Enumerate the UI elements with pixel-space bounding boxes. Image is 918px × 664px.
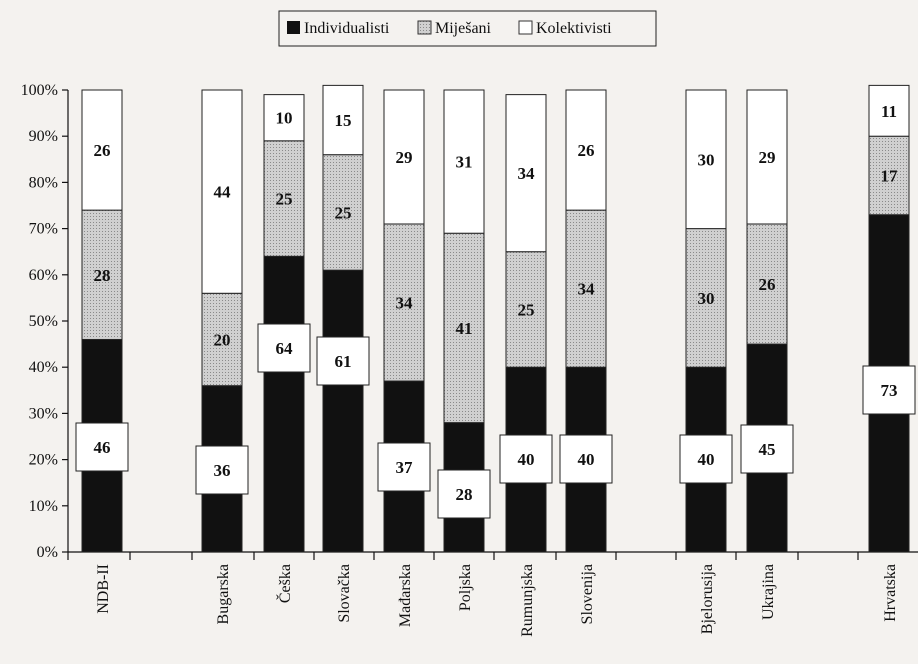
bar-segment-mijesani bbox=[505, 251, 547, 368]
legend-swatch-mijesani bbox=[417, 20, 432, 35]
x-category-label: Hrvatska bbox=[882, 564, 899, 622]
value-label-individualisti: 40 bbox=[518, 450, 535, 469]
value-label-kolektivisti: 11 bbox=[881, 102, 897, 121]
value-label-kolektivisti: 26 bbox=[94, 141, 111, 160]
value-label-box bbox=[75, 422, 129, 472]
value-label-box bbox=[316, 336, 370, 386]
bar-segment-mijesani bbox=[81, 209, 123, 340]
bar-segment-mijesani bbox=[201, 292, 243, 387]
value-label-box bbox=[257, 323, 311, 373]
value-label-box bbox=[195, 445, 249, 495]
bar-segment-individualisti bbox=[322, 269, 364, 553]
value-label-mijesani: 26 bbox=[759, 275, 776, 294]
legend: Individualisti Miješani Kolektivisti bbox=[278, 10, 657, 47]
value-label-mijesani: 25 bbox=[276, 190, 293, 209]
value-label-mijesani: 41 bbox=[456, 319, 473, 338]
value-label-individualisti: 64 bbox=[276, 339, 294, 358]
y-tick-label: 20% bbox=[29, 452, 58, 469]
x-category-label: Ukrajina bbox=[760, 564, 777, 620]
value-label-box bbox=[499, 434, 553, 484]
y-tick-label: 100% bbox=[21, 82, 58, 99]
value-label-individualisti: 28 bbox=[456, 485, 473, 504]
bar-segment-kolektivisti bbox=[565, 89, 607, 211]
y-tick-label: 50% bbox=[29, 313, 58, 330]
value-label-box bbox=[559, 434, 613, 484]
x-category-label: Bjelorusija bbox=[699, 564, 716, 634]
value-label-kolektivisti: 30 bbox=[698, 150, 715, 169]
x-axis: NDB-II Bugarska Češka Slovačka Mađarska Poljs… bbox=[67, 551, 918, 637]
value-label-box bbox=[862, 365, 916, 415]
y-tick-label: 90% bbox=[29, 128, 58, 145]
y-axis: 0% 10% 20% 30% 40% 50% 60% 70% 80% 90% 100% bbox=[21, 82, 69, 561]
bar-segment-kolektivisti bbox=[868, 84, 910, 137]
y-tick-label: 60% bbox=[29, 267, 58, 284]
value-label-box bbox=[679, 434, 733, 484]
value-label-kolektivisti: 44 bbox=[214, 183, 232, 202]
x-category-label: NDB-II bbox=[95, 564, 112, 614]
value-label-kolektivisti: 15 bbox=[335, 111, 352, 130]
y-tick-label: 0% bbox=[37, 544, 58, 561]
x-category-label: Poljska bbox=[457, 564, 474, 611]
bar-segment-mijesani bbox=[565, 209, 607, 368]
bar-segment-kolektivisti bbox=[81, 89, 123, 211]
value-label-individualisti: 36 bbox=[214, 461, 231, 480]
value-label-kolektivisti: 34 bbox=[518, 164, 536, 183]
bar-segment-kolektivisti bbox=[383, 89, 425, 225]
legend-label-mijesani: Miješani bbox=[435, 20, 492, 37]
value-label-kolektivisti: 26 bbox=[578, 141, 595, 160]
bar-segment-kolektivisti bbox=[685, 89, 727, 230]
value-label-individualisti: 37 bbox=[396, 458, 414, 477]
value-label-individualisti: 46 bbox=[94, 438, 111, 457]
bar-segment-kolektivisti bbox=[746, 89, 788, 225]
bar-segment-kolektivisti bbox=[322, 84, 364, 156]
value-label-individualisti: 73 bbox=[881, 381, 898, 400]
bar-segment-mijesani bbox=[322, 154, 364, 271]
value-label-mijesani: 28 bbox=[94, 266, 111, 285]
y-tick-label: 30% bbox=[29, 405, 58, 422]
value-label-box bbox=[740, 424, 794, 474]
value-labels: 46 28 26 36 20 44 64 25 10 61 25 15 37 34 29 28 41 31 40 25… bbox=[75, 102, 916, 519]
value-label-individualisti: 40 bbox=[698, 450, 715, 469]
value-label-mijesani: 17 bbox=[881, 166, 899, 185]
x-category-label: Slovenija bbox=[579, 564, 596, 624]
value-label-individualisti: 61 bbox=[335, 352, 352, 371]
y-tick-label: 40% bbox=[29, 359, 58, 376]
legend-swatch-kolektivisti bbox=[518, 20, 533, 35]
y-tick-label: 70% bbox=[29, 221, 58, 238]
value-label-box bbox=[437, 469, 491, 519]
value-label-kolektivisti: 10 bbox=[276, 109, 293, 128]
value-label-mijesani: 30 bbox=[698, 289, 715, 308]
bar-segment-kolektivisti bbox=[201, 89, 243, 294]
value-label-box bbox=[377, 442, 431, 492]
bar-segment-individualisti bbox=[263, 255, 305, 553]
bar-segment-mijesani bbox=[868, 135, 910, 216]
value-label-mijesani: 25 bbox=[335, 203, 352, 222]
value-label-individualisti: 45 bbox=[759, 440, 776, 459]
bar-segment-mijesani bbox=[383, 223, 425, 382]
value-label-individualisti: 40 bbox=[578, 450, 595, 469]
y-tick-label: 80% bbox=[29, 174, 58, 191]
x-category-label: Slovačka bbox=[336, 564, 353, 623]
x-category-label: Mađarska bbox=[397, 564, 414, 627]
value-label-mijesani: 34 bbox=[396, 294, 414, 313]
value-label-kolektivisti: 29 bbox=[759, 148, 776, 167]
value-label-kolektivisti: 31 bbox=[456, 153, 473, 172]
y-tick-label: 10% bbox=[29, 498, 58, 515]
x-category-label: Bugarska bbox=[215, 564, 232, 624]
bar-segment-kolektivisti bbox=[505, 94, 547, 253]
bar-segment-mijesani bbox=[263, 140, 305, 257]
legend-box bbox=[278, 10, 657, 47]
value-label-mijesani: 25 bbox=[518, 300, 535, 319]
value-label-mijesani: 34 bbox=[578, 280, 596, 299]
legend-label-individualisti: Individualisti bbox=[304, 20, 390, 37]
legend-swatch-individualisti bbox=[287, 21, 300, 34]
x-category-label: Češka bbox=[275, 564, 294, 603]
bar-segment-kolektivisti bbox=[263, 94, 305, 142]
value-label-mijesani: 20 bbox=[214, 330, 231, 349]
x-category-label: Rumunjska bbox=[519, 564, 536, 637]
value-label-kolektivisti: 29 bbox=[396, 148, 413, 167]
legend-label-kolektivisti: Kolektivisti bbox=[536, 20, 612, 37]
bar-segment-kolektivisti bbox=[443, 89, 485, 234]
